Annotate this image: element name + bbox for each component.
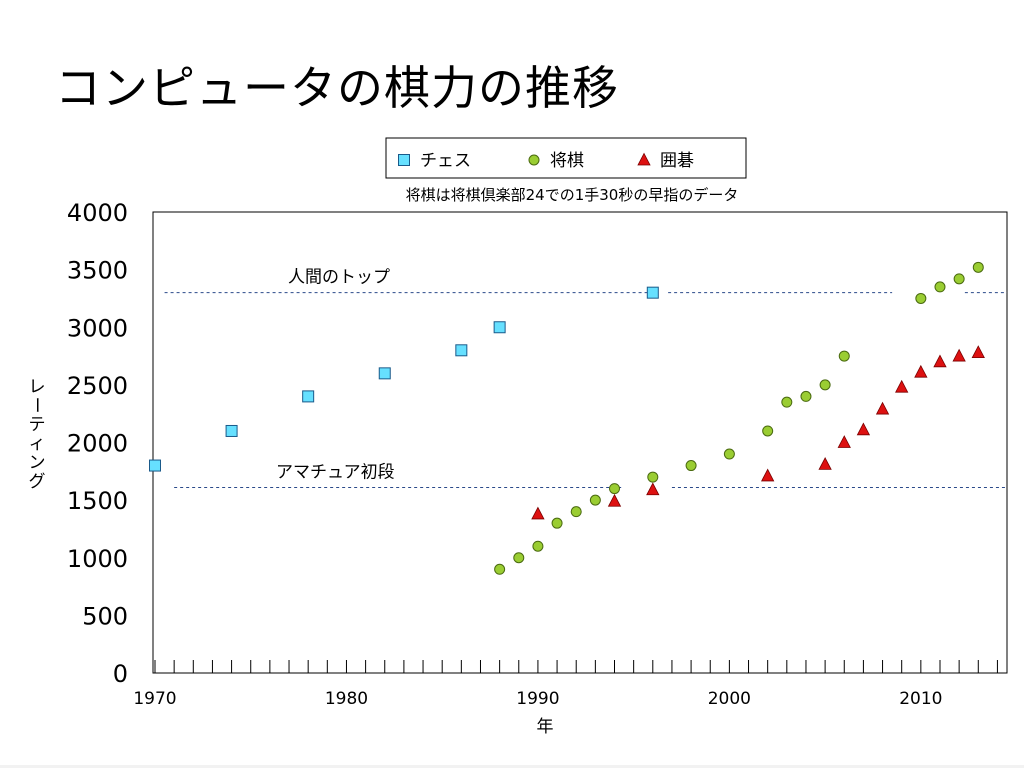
data-point-circle [934, 281, 946, 293]
data-point-circle [551, 517, 563, 529]
legend-label: チェス [420, 151, 471, 171]
y-tick-label: 2000 [67, 430, 128, 458]
x-tick-label: 2010 [899, 689, 942, 709]
y-axis-label-char: ン [29, 453, 46, 473]
x-tick-label: 2000 [708, 689, 751, 709]
y-tick-label: 3500 [67, 257, 128, 285]
data-point-triangle [895, 379, 909, 393]
data-point-circle [647, 471, 659, 483]
data-point-square [225, 424, 238, 437]
data-point-triangle [933, 354, 947, 368]
data-point-triangle [952, 348, 966, 362]
x-tick-label: 1980 [325, 689, 368, 709]
data-point-circle [819, 379, 831, 391]
data-point-triangle [646, 482, 660, 496]
y-axis-label-char: ー [26, 397, 46, 414]
data-point-circle [494, 563, 506, 575]
y-tick-label: 1500 [67, 487, 128, 515]
data-point-circle [589, 494, 601, 506]
slide-title: コンピュータの棋力の推移 [55, 61, 619, 115]
legend: チェス 将棋 囲碁 [385, 137, 747, 179]
legend-marker-2 [528, 154, 540, 166]
y-tick-label: 1000 [67, 545, 128, 573]
footer-divider [0, 765, 1024, 768]
data-point-triangle [837, 435, 851, 448]
data-point-triangle [971, 345, 985, 359]
data-point-square [149, 459, 161, 472]
data-point-triangle [607, 493, 622, 507]
y-tick-label: 4000 [67, 199, 128, 227]
data-point-square [302, 390, 315, 403]
legend-label: 囲碁 [660, 151, 694, 171]
reference-line-label: 人間のトップ [288, 268, 390, 288]
data-point-triangle [856, 422, 871, 436]
data-point-square [493, 321, 506, 334]
data-point-triangle [914, 364, 928, 378]
data-point-circle [609, 483, 621, 495]
y-axis-label-char: レ [29, 377, 46, 397]
legend-marker-3 [637, 152, 651, 166]
data-point-circle [532, 540, 544, 552]
data-point-circle [972, 261, 984, 273]
data-point-triangle [818, 457, 832, 470]
y-tick-label: 0 [113, 660, 128, 688]
reference-line-label: アマチュア初段 [276, 462, 395, 482]
data-point-circle [762, 425, 774, 437]
data-point-circle [800, 390, 812, 402]
data-point-circle [781, 396, 793, 408]
legend-marker-1 [398, 154, 410, 166]
y-axis: 0 500 1000 1500 2000 2500 3000 3500 4000 [67, 199, 128, 688]
data-point-circle [915, 292, 927, 304]
data-marks [149, 261, 985, 575]
data-point-circle [953, 273, 965, 285]
data-point-square [455, 344, 468, 357]
y-tick-label: 500 [82, 602, 128, 630]
data-point-circle [685, 460, 697, 472]
x-tick-label: 1990 [516, 689, 559, 709]
x-tick-label: 1970 [133, 689, 176, 709]
legend-label: 将棋 [550, 151, 584, 171]
y-axis-label-char: グ [29, 472, 46, 492]
data-point-triangle [761, 468, 775, 482]
data-point-square [378, 367, 391, 380]
y-tick-label: 3000 [67, 314, 128, 342]
data-point-circle [570, 506, 582, 518]
data-point-circle [723, 448, 735, 460]
data-point-square [646, 286, 659, 299]
plot-frame [152, 211, 1008, 674]
x-axis: 1970 1980 1990 2000 2010 [133, 660, 998, 709]
y-axis-label-char: テ [29, 415, 46, 435]
data-point-circle [513, 552, 525, 564]
y-tick-label: 2500 [67, 372, 128, 400]
data-point-circle [838, 350, 850, 362]
legend-box [385, 137, 747, 179]
x-axis-label: 年 [537, 717, 554, 737]
data-point-triangle [875, 401, 890, 415]
y-axis-label-char: ィ [29, 434, 46, 454]
data-point-triangle [531, 506, 545, 520]
chart-subtitle: 将棋は将棋倶楽部24での1手30秒の早指のデータ [406, 186, 739, 204]
